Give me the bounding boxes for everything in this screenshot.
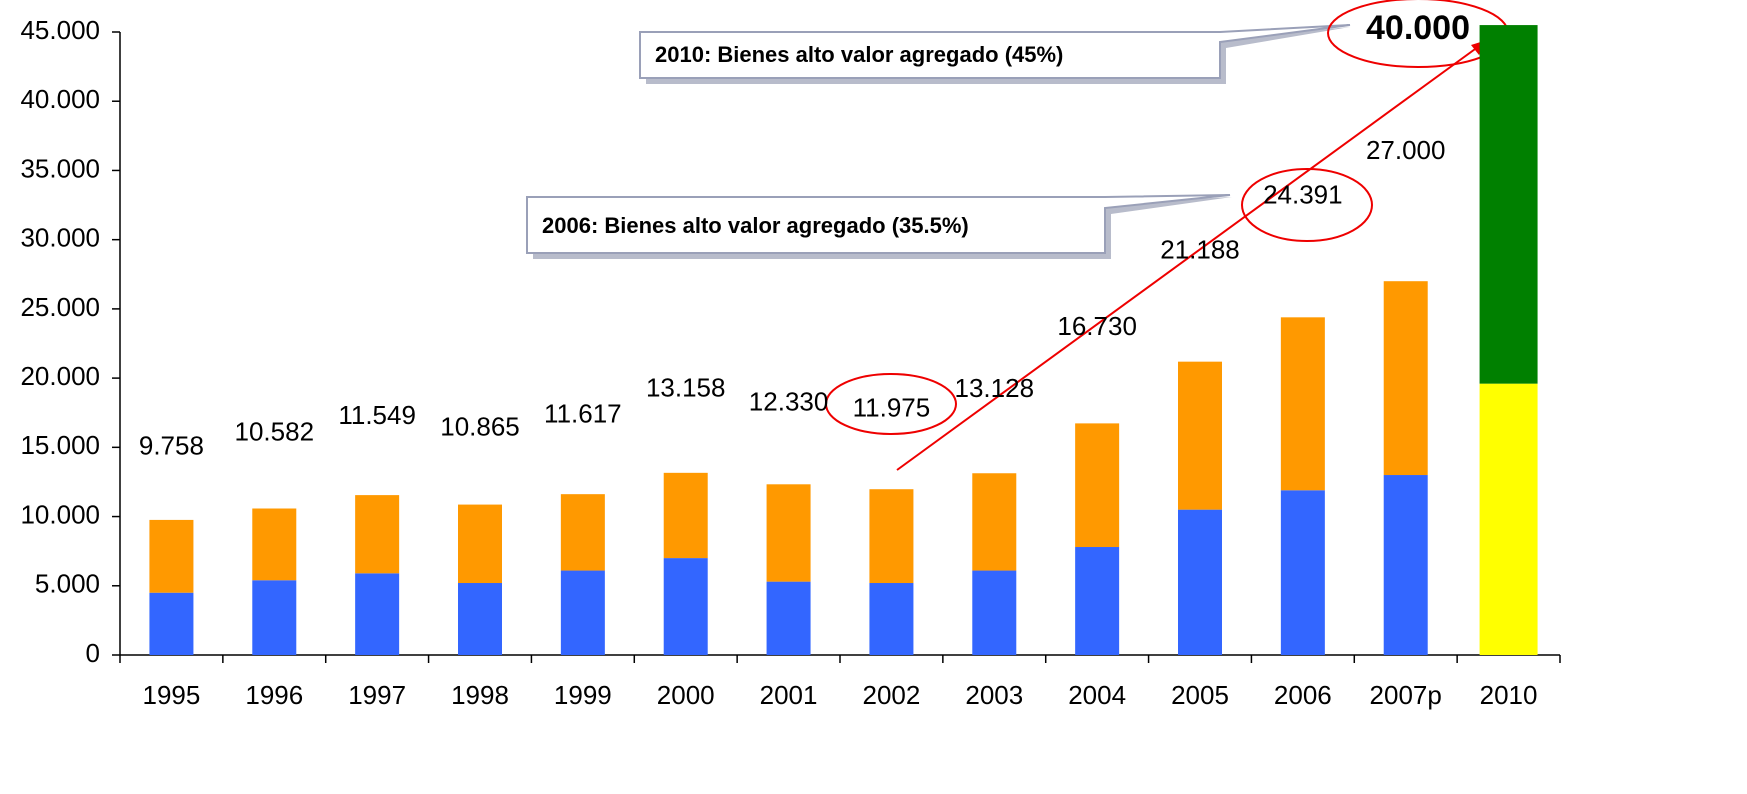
highlight-ellipse — [825, 373, 957, 435]
bar-segment — [869, 583, 914, 655]
bar-segment — [458, 504, 502, 584]
x-tick-label: 1999 — [554, 680, 612, 710]
x-tick-label: 2001 — [760, 680, 818, 710]
y-tick-label: 20.000 — [20, 361, 100, 391]
x-tick-label: 2002 — [863, 680, 921, 710]
bar-segment — [663, 472, 708, 559]
total-label: 11.549 — [338, 400, 416, 430]
bar-segment — [252, 580, 297, 655]
total-label: 27.000 — [1366, 135, 1446, 165]
total-label: 12.330 — [749, 386, 829, 416]
total-label: 16.730 — [1057, 311, 1137, 341]
annotation: 2010: Bienes alto valor agregado (45%) — [655, 42, 1063, 67]
callout-2006: 2006: Bienes alto valor agregado (35.5%) — [526, 194, 1232, 259]
annotation: 2006: Bienes alto valor agregado (35.5%) — [542, 213, 969, 238]
y-tick-label: 40.000 — [20, 84, 100, 114]
bar-segment — [1280, 317, 1325, 491]
highlight-ellipse — [1241, 168, 1373, 242]
bar-segment — [766, 484, 811, 582]
x-tick-label: 2004 — [1068, 680, 1126, 710]
x-tick-label: 2000 — [657, 680, 715, 710]
bar-segment — [1479, 25, 1538, 384]
total-label: 11.617 — [544, 399, 622, 429]
total-label: 13.158 — [646, 372, 726, 402]
total-label: 9.758 — [139, 431, 204, 461]
x-tick-label: 2010 — [1480, 680, 1538, 710]
callout-box — [639, 24, 1351, 79]
y-tick-label: 15.000 — [20, 430, 100, 460]
bar-segment — [560, 570, 605, 655]
y-tick-label: 45.000 — [20, 15, 100, 45]
callout-box — [526, 194, 1231, 254]
bar-segment — [663, 558, 708, 655]
y-tick-label: 35.000 — [20, 153, 100, 183]
y-tick-label: 25.000 — [20, 292, 100, 322]
bar-segment — [252, 508, 297, 581]
arrow-line — [896, 43, 1483, 471]
x-tick-label: 2005 — [1171, 680, 1229, 710]
bar-segment — [972, 473, 1017, 571]
total-label: 21.188 — [1160, 235, 1240, 265]
bar-segment — [1479, 383, 1538, 655]
bar-segment — [355, 495, 400, 574]
bar-segment — [766, 581, 811, 655]
total-label: 10.865 — [440, 412, 520, 442]
total-label: 13.128 — [955, 373, 1035, 403]
bar-segment — [1075, 423, 1120, 548]
x-tick-label: 2006 — [1274, 680, 1332, 710]
x-tick-label: 1997 — [348, 680, 406, 710]
x-tick-label: 2007p — [1370, 680, 1442, 710]
bar-segment — [1178, 509, 1222, 655]
bar-segment — [869, 489, 914, 584]
bar-segment — [458, 583, 502, 655]
total-label: 10.582 — [235, 416, 315, 446]
bar-segment — [972, 570, 1017, 655]
callout-2010: 2010: Bienes alto valor agregado (45%) — [639, 24, 1351, 84]
total-label: 11.975 — [853, 393, 931, 423]
x-tick-label: 1995 — [143, 680, 201, 710]
bar-segment — [149, 519, 194, 593]
y-tick-label: 0 — [86, 638, 100, 668]
y-tick-label: 10.000 — [20, 499, 100, 529]
y-tick-label: 5.000 — [35, 569, 100, 599]
bar-segment — [355, 573, 400, 655]
bar-segment — [149, 592, 194, 655]
bar-segment — [1075, 547, 1120, 655]
total-label: 24.391 — [1263, 180, 1343, 210]
bar-segment — [1383, 475, 1428, 655]
x-tick-label: 1998 — [451, 680, 509, 710]
annotation: 40.000 — [1366, 9, 1470, 47]
x-tick-label: 1996 — [245, 680, 303, 710]
bar-segment — [1383, 281, 1428, 476]
bar-segment — [1280, 490, 1325, 655]
x-tick-label: 2003 — [965, 680, 1023, 710]
bar-segment — [1178, 361, 1222, 510]
bar-segment — [560, 494, 605, 571]
y-tick-label: 30.000 — [20, 223, 100, 253]
